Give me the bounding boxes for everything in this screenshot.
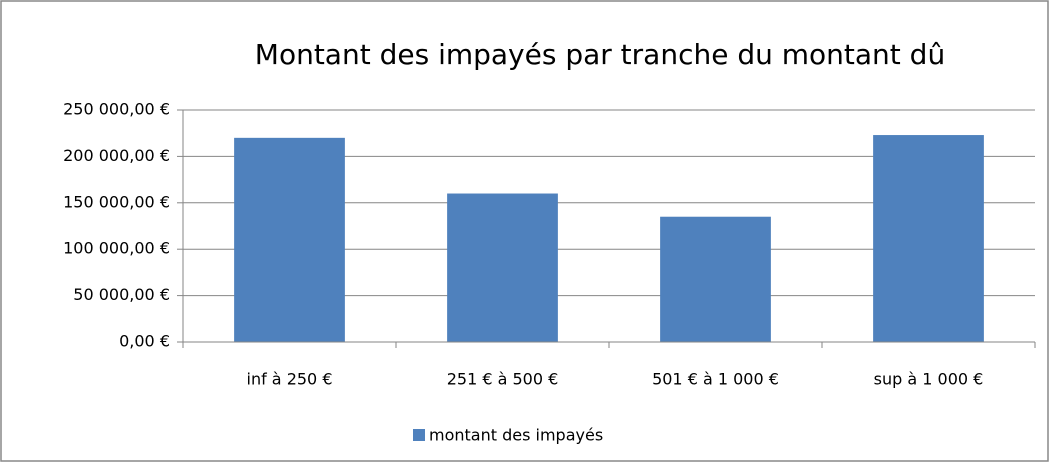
- legend-swatch: [413, 429, 425, 441]
- y-tick-label: 200 000,00 €: [63, 146, 170, 165]
- bar: [447, 193, 558, 342]
- x-tick-label: 251 € à 500 €: [447, 370, 559, 389]
- bar: [873, 135, 984, 342]
- x-tick-label: sup à 1 000 €: [874, 370, 984, 389]
- y-tick-label: 100 000,00 €: [63, 239, 170, 258]
- y-tick-label: 0,00 €: [119, 332, 170, 351]
- bar: [660, 216, 771, 342]
- bar: [234, 137, 345, 342]
- x-tick-label: 501 € à 1 000 €: [652, 370, 779, 389]
- legend-label: montant des impayés: [429, 426, 603, 445]
- y-tick-label: 250 000,00 €: [63, 100, 170, 119]
- y-tick-label: 50 000,00 €: [73, 285, 170, 304]
- chart-title: Montant des impayés par tranche du monta…: [255, 38, 945, 71]
- x-tick-label: inf à 250 €: [247, 370, 333, 389]
- y-tick-label: 150 000,00 €: [63, 192, 170, 211]
